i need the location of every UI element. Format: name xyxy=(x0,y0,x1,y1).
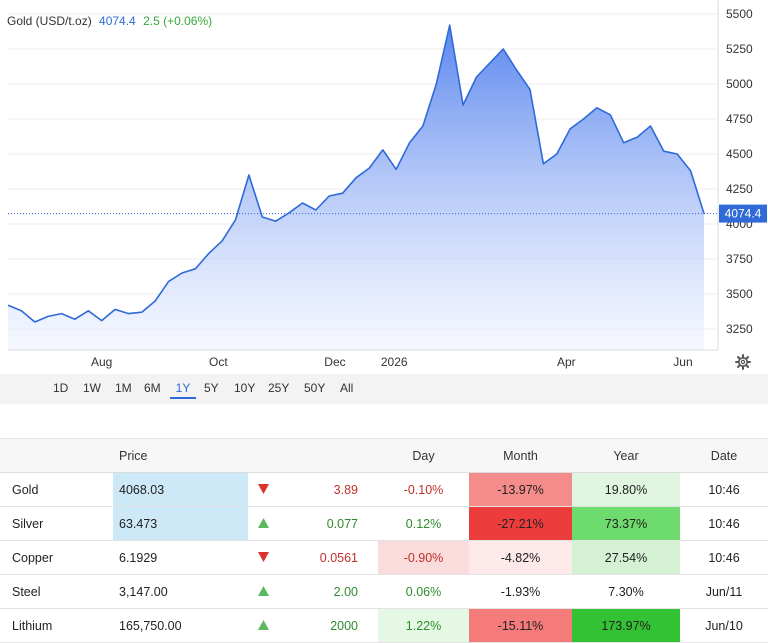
x-tick-label: Aug xyxy=(91,355,112,369)
row-price: 3,147.00 xyxy=(113,574,248,609)
header-day[interactable]: Day xyxy=(378,438,469,473)
row-month: -4.82% xyxy=(469,540,572,575)
legend-price: 4074.4 xyxy=(99,14,136,28)
y-tick-label: 3250 xyxy=(726,322,753,336)
row-change: 3.89 xyxy=(278,472,378,507)
x-tick-label: 2026 xyxy=(381,355,408,369)
row-name[interactable]: Steel xyxy=(0,574,113,609)
y-tick-label: 3750 xyxy=(726,252,753,266)
row-price: 63.473 xyxy=(113,506,248,541)
legend-change: 2.5 (+0.06%) xyxy=(143,14,213,28)
row-change: 0.077 xyxy=(278,506,378,541)
row-name[interactable]: Lithium xyxy=(0,608,113,643)
y-tick-label: 4250 xyxy=(726,182,753,196)
row-price: 6.1929 xyxy=(113,540,248,575)
row-year: 7.30% xyxy=(572,574,680,609)
row-date: Jun/11 xyxy=(680,574,768,609)
table-row[interactable]: Silver 63.473 0.077 0.12% -27.21% 73.37% 10:46 xyxy=(0,506,768,541)
row-name[interactable]: Silver xyxy=(0,506,113,541)
current-price-marker xyxy=(719,204,767,223)
range-button-1m[interactable]: 1M xyxy=(115,381,132,395)
current-price-label: 4074.4 xyxy=(725,207,762,221)
x-tick-label: Jun xyxy=(673,355,692,369)
row-change: 0.0561 xyxy=(278,540,378,575)
row-day: -0.10% xyxy=(378,472,469,507)
legend-instrument-name: Gold (USD/t.oz) xyxy=(7,14,92,28)
range-button-6m[interactable]: 6M xyxy=(144,381,161,395)
range-selector: 1D 1W 1M 6M 1Y 5Y 10Y 25Y 50Y All xyxy=(0,374,768,404)
gear-icon[interactable] xyxy=(735,354,751,370)
row-month: -15.11% xyxy=(469,608,572,643)
header-name xyxy=(0,438,113,473)
header-price[interactable]: Price xyxy=(113,438,248,473)
row-date: Jun/10 xyxy=(680,608,768,643)
row-price: 4068.03 xyxy=(113,472,248,507)
header-year[interactable]: Year xyxy=(572,438,680,473)
row-day: -0.90% xyxy=(378,540,469,575)
price-area xyxy=(8,25,704,350)
row-day: 1.22% xyxy=(378,608,469,643)
row-date: 10:46 xyxy=(680,506,768,541)
row-year: 27.54% xyxy=(572,540,680,575)
row-change: 2000 xyxy=(278,608,378,643)
range-button-50y[interactable]: 50Y xyxy=(304,381,326,395)
header-arrow xyxy=(248,438,278,473)
range-button-1d[interactable]: 1D xyxy=(53,381,69,395)
row-day: 0.06% xyxy=(378,574,469,609)
chart-legend: Gold (USD/t.oz) 4074.4 2.5 (+0.06%) xyxy=(7,14,212,28)
x-tick-label: Oct xyxy=(209,355,228,369)
row-day: 0.12% xyxy=(378,506,469,541)
row-month: -13.97% xyxy=(469,472,572,507)
metals-table: Price Day Month Year Date Gold 4068.03 3.8… xyxy=(0,438,768,643)
table-row[interactable]: Lithium 165,750.00 2000 1.22% -15.11% 173.97%… xyxy=(0,608,768,643)
y-tick-label: 4500 xyxy=(726,147,753,161)
row-name[interactable]: Copper xyxy=(0,540,113,575)
row-month: -1.93% xyxy=(469,574,572,609)
range-button-5y[interactable]: 5Y xyxy=(204,381,219,395)
table-header-row: Price Day Month Year Date xyxy=(0,438,768,473)
x-tick-label: Dec xyxy=(324,355,345,369)
arrow-up-icon xyxy=(248,574,278,609)
arrow-down-icon xyxy=(248,472,278,507)
range-button-all[interactable]: All xyxy=(340,381,354,395)
x-tick-label: Apr xyxy=(557,355,576,369)
row-year: 73.37% xyxy=(572,506,680,541)
chart-canvas: 3250350037504000425045004750500052505500… xyxy=(7,0,767,369)
arrow-up-icon xyxy=(248,506,278,541)
row-date: 10:46 xyxy=(680,540,768,575)
row-month: -27.21% xyxy=(469,506,572,541)
range-button-1w[interactable]: 1W xyxy=(83,381,101,395)
gold-price-chart[interactable]: 3250 3500 3750 4000 4250 4500 4750 5000 5250 5500… xyxy=(0,0,768,374)
table-row[interactable]: Gold 4068.03 3.89 -0.10% -13.97% 19.80% 10:46 xyxy=(0,472,768,507)
range-button-10y[interactable]: 10Y xyxy=(234,381,256,395)
price-line xyxy=(7,24,705,323)
header-date: Date xyxy=(680,438,768,473)
header-month[interactable]: Month xyxy=(469,438,572,473)
row-date: 10:46 xyxy=(680,472,768,507)
range-button-25y[interactable]: 25Y xyxy=(268,381,290,395)
header-change xyxy=(278,438,378,473)
y-tick-label: 3500 xyxy=(726,287,753,301)
row-name[interactable]: Gold xyxy=(0,472,113,507)
row-year: 19.80% xyxy=(572,472,680,507)
arrow-up-icon xyxy=(248,608,278,643)
y-tick-label: 5250 xyxy=(726,42,753,56)
range-button-1y[interactable]: 1Y xyxy=(170,381,196,399)
arrow-down-icon xyxy=(248,540,278,575)
y-tick-label: 5500 xyxy=(726,7,753,21)
table-row[interactable]: Copper 6.1929 0.0561 -0.90% -4.82% 27.54% 10:4… xyxy=(0,540,768,575)
y-tick-label: 4750 xyxy=(726,112,753,126)
row-price: 165,750.00 xyxy=(113,608,248,643)
table-row[interactable]: Steel 3,147.00 2.00 0.06% -1.93% 7.30% Jun/11 xyxy=(0,574,768,609)
y-tick-label: 5000 xyxy=(726,77,753,91)
row-year: 173.97% xyxy=(572,608,680,643)
row-change: 2.00 xyxy=(278,574,378,609)
